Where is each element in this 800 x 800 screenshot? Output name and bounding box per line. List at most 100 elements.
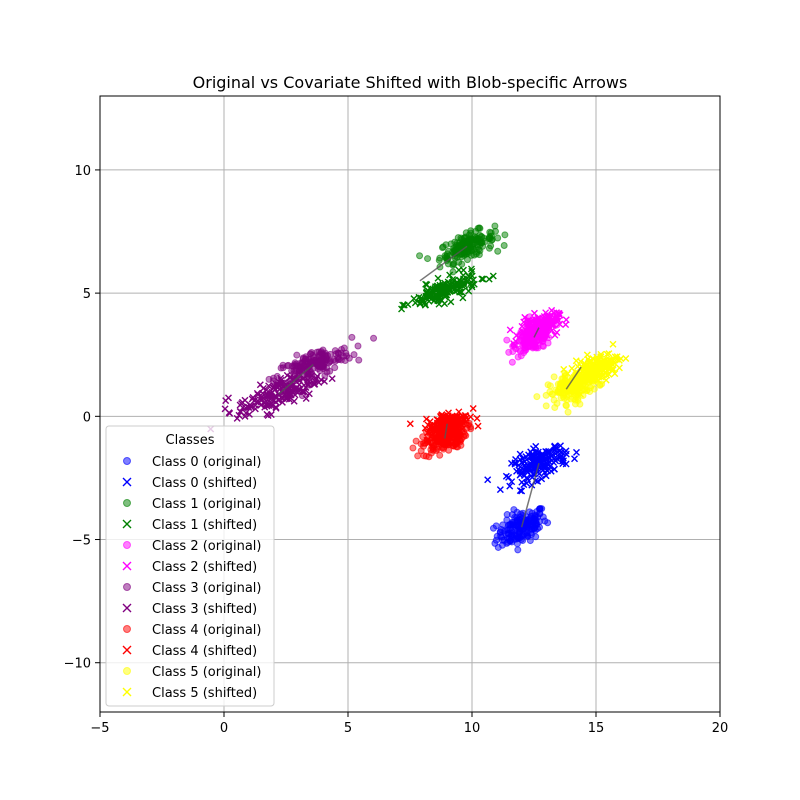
data-point-shifted — [575, 377, 583, 385]
axis-ticks: −5 0 5 10 15 20 −10 −5 0 5 10 — [64, 164, 729, 736]
data-point-shifted — [568, 364, 576, 372]
legend-marker-x — [122, 477, 132, 487]
data-point-shifted — [449, 284, 457, 292]
data-point-shifted — [601, 359, 608, 367]
x-tick-label: 0 — [220, 721, 228, 736]
legend-entry: Class 0 (original) — [123, 455, 261, 470]
data-point-shifted — [611, 370, 619, 378]
data-point-original — [453, 438, 461, 446]
chart-title: Original vs Covariate Shifted with Blob-… — [193, 73, 628, 92]
data-point-shifted — [518, 487, 526, 495]
data-point-shifted — [594, 377, 602, 385]
data-point-shifted — [221, 405, 229, 413]
data-point-shifted — [302, 394, 310, 402]
data-point-shifted — [451, 422, 459, 430]
legend-marker-circle — [123, 625, 131, 633]
data-point-original — [338, 346, 346, 354]
data-point-original — [325, 359, 333, 367]
legend-label: Class 5 (shifted) — [152, 686, 257, 701]
data-point-shifted — [311, 380, 319, 388]
data-point-original — [523, 521, 531, 529]
data-point-shifted — [511, 460, 519, 468]
data-point-shifted — [456, 284, 464, 292]
data-point-shifted — [224, 394, 232, 402]
series-class-0-original — [489, 505, 552, 554]
legend-entry: Class 2 (original) — [123, 539, 261, 554]
data-point-shifted — [511, 341, 519, 349]
data-point-original — [564, 408, 572, 416]
data-point-original — [536, 505, 544, 513]
legend-title: Classes — [166, 433, 215, 448]
data-point-shifted — [262, 386, 270, 394]
data-point-original — [489, 524, 497, 532]
data-point-original — [458, 260, 466, 268]
data-point-shifted — [571, 388, 579, 396]
data-point-shifted — [511, 459, 519, 467]
legend-label: Class 0 (shifted) — [152, 476, 257, 491]
legend-label: Class 2 (shifted) — [152, 560, 257, 575]
shift-arrow — [520, 462, 540, 528]
legend-label: Class 3 (original) — [152, 581, 261, 596]
data-point-shifted — [263, 402, 271, 410]
data-point-shifted — [406, 420, 414, 428]
data-point-shifted — [562, 447, 570, 455]
shift-arrow — [533, 327, 540, 338]
data-point-shifted — [605, 370, 613, 378]
data-point-shifted — [283, 371, 291, 379]
data-point-shifted — [506, 326, 514, 334]
data-point-original — [549, 390, 557, 398]
data-point-shifted — [451, 288, 459, 296]
data-point-shifted — [506, 482, 514, 490]
legend-entry: Class 4 (original) — [123, 623, 261, 638]
shift-arrow — [278, 364, 314, 395]
data-point-shifted — [518, 459, 526, 467]
data-point-shifted — [441, 293, 449, 301]
x-tick-label: 15 — [588, 721, 605, 736]
data-point-shifted — [305, 390, 313, 398]
data-point-shifted — [470, 280, 478, 288]
data-point-original — [467, 229, 475, 237]
data-point-shifted — [268, 400, 276, 408]
data-point-shifted — [532, 321, 540, 329]
data-point-shifted — [454, 281, 462, 289]
data-point-shifted — [301, 388, 309, 396]
data-point-shifted — [577, 390, 585, 398]
legend-entry: Class 5 (original) — [123, 665, 261, 680]
data-point-shifted — [615, 364, 623, 372]
data-point-shifted — [410, 295, 418, 303]
data-point-shifted — [516, 450, 524, 458]
data-point-shifted — [266, 391, 274, 399]
data-point-shifted — [479, 275, 487, 283]
data-point-original — [542, 402, 550, 410]
data-point-shifted — [422, 301, 430, 309]
data-point-shifted — [264, 412, 272, 419]
legend-label: Class 4 (shifted) — [152, 644, 257, 659]
legend-label: Class 1 (shifted) — [152, 518, 257, 533]
data-point-shifted — [450, 429, 458, 437]
data-point-original — [293, 351, 301, 359]
data-point-original — [524, 532, 532, 540]
data-point-original — [534, 344, 542, 352]
data-point-shifted — [421, 299, 429, 307]
data-point-shifted — [605, 350, 613, 358]
series-class-4-shifted — [406, 404, 482, 447]
series-class-5-shifted — [555, 340, 630, 398]
x-tick-label: 10 — [464, 721, 481, 736]
legend-marker-x — [122, 561, 132, 571]
data-point-shifted — [467, 265, 475, 273]
data-point-original — [465, 235, 473, 243]
legend-marker-circle — [123, 457, 131, 465]
data-point-shifted — [459, 415, 467, 423]
data-point-shifted — [429, 424, 437, 432]
data-point-shifted — [465, 276, 473, 284]
data-point-original — [485, 244, 493, 252]
data-point-shifted — [265, 382, 273, 390]
data-point-shifted — [274, 380, 282, 388]
data-point-shifted — [269, 384, 277, 392]
data-point-shifted — [328, 375, 336, 383]
data-point-shifted — [434, 297, 442, 305]
data-point-shifted — [300, 374, 308, 382]
data-point-shifted — [596, 367, 604, 375]
data-point-shifted — [553, 317, 561, 325]
data-point-shifted — [257, 401, 265, 409]
